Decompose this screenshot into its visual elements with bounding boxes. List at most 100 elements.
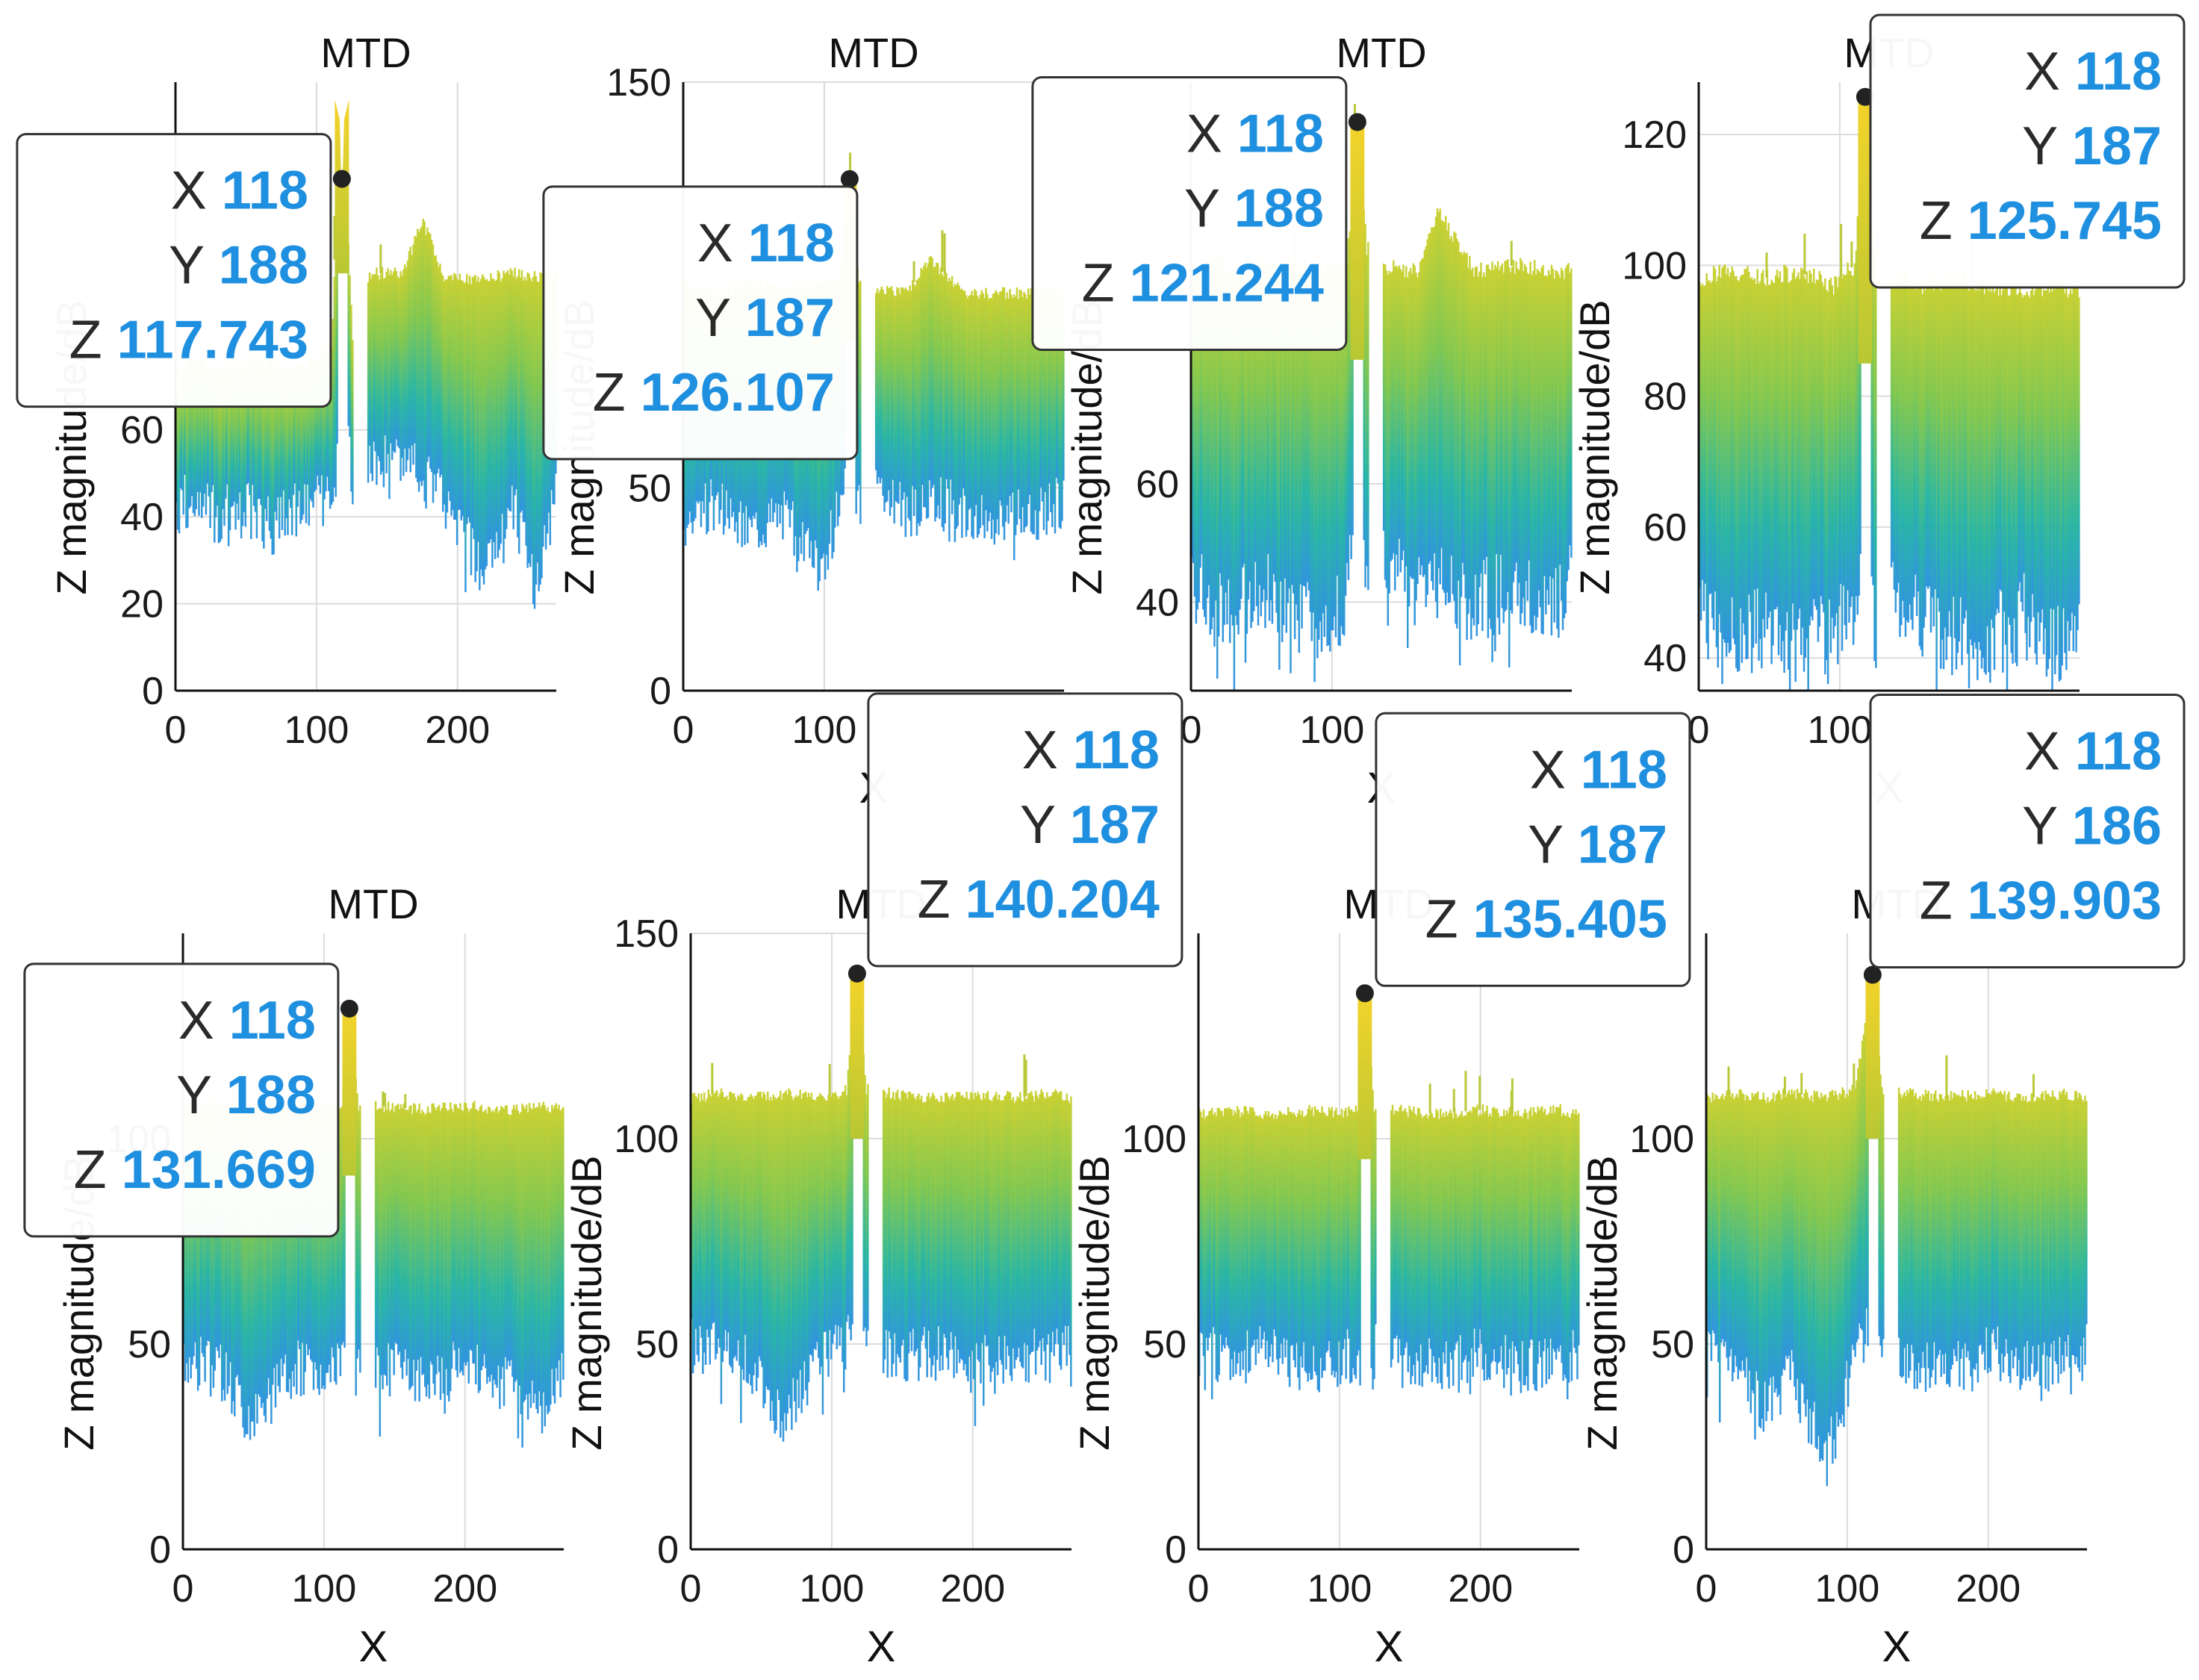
spectrum-bar bbox=[2002, 1095, 2005, 1373]
spectrum-bar bbox=[982, 293, 984, 526]
spectrum-bar bbox=[417, 228, 419, 482]
spectrum-bar bbox=[319, 355, 322, 494]
spectrum-bar bbox=[208, 363, 210, 497]
y-tick-label: 0 bbox=[650, 670, 671, 713]
spectrum-bar bbox=[2021, 297, 2024, 612]
panel-title: MTD bbox=[828, 29, 918, 76]
spectrum-bar bbox=[538, 1102, 541, 1392]
spectrum-bar bbox=[1408, 271, 1410, 607]
spectrum-bar bbox=[1488, 269, 1491, 619]
spectrum-bar bbox=[299, 364, 302, 524]
spectrum-bar bbox=[1559, 277, 1561, 565]
spectrum-bar bbox=[1833, 1095, 1835, 1440]
spectrum-bar bbox=[326, 1107, 329, 1373]
spectrum-bar bbox=[1564, 267, 1567, 614]
spectrum-bar bbox=[1961, 1089, 1964, 1349]
spectrum-bar bbox=[1508, 1107, 1511, 1349]
spectrum-bar bbox=[1410, 1110, 1412, 1384]
y-axis-label: Z magnitude/dB bbox=[1579, 1155, 1626, 1450]
spectrum-bar bbox=[998, 294, 1000, 535]
spectrum-bar bbox=[1269, 265, 1272, 601]
spectrum-bar bbox=[1763, 283, 1766, 638]
datatip-value: 186 bbox=[2072, 797, 2162, 856]
spectrum-bar bbox=[1329, 1110, 1332, 1357]
spectrum-bar bbox=[1018, 289, 1021, 519]
spectrum-bar bbox=[1299, 270, 1301, 585]
spectrum-bar bbox=[1484, 276, 1487, 575]
spectrum-bar bbox=[1903, 275, 1906, 617]
spectrum-bar bbox=[1464, 253, 1466, 599]
datatip-row: Y 188 bbox=[176, 1065, 316, 1125]
spectrum-bar bbox=[423, 1112, 425, 1375]
spectrum-bar bbox=[950, 281, 952, 480]
spectrum-bar bbox=[1966, 284, 1969, 654]
spectrum-bar bbox=[1953, 277, 1956, 638]
spectrum-bar bbox=[233, 371, 235, 502]
spectrum-bar bbox=[458, 1109, 460, 1348]
spectrum-bar bbox=[1045, 288, 1048, 535]
spectrum-bar bbox=[193, 359, 196, 517]
spectrum-bar bbox=[774, 1097, 776, 1434]
spectrum-bar bbox=[1480, 262, 1482, 573]
spectrum-bar bbox=[1037, 1098, 1040, 1348]
spectrum-bar bbox=[1548, 1113, 1550, 1380]
spectrum-bar bbox=[443, 281, 446, 505]
spectrum-bar bbox=[1779, 271, 1782, 626]
spectrum-bar bbox=[1937, 281, 1939, 599]
spectrum-bar bbox=[777, 1098, 779, 1390]
spectrum-bar bbox=[1344, 264, 1347, 596]
spectrum-bar bbox=[901, 1091, 903, 1346]
spectrum-bar bbox=[533, 271, 536, 609]
spectrum-bar bbox=[1058, 297, 1060, 528]
spectrum-bar bbox=[706, 1098, 709, 1330]
spectrum-bar bbox=[2073, 1100, 2075, 1356]
peak-marker bbox=[1355, 984, 1374, 1003]
spectrum-bar bbox=[724, 1097, 727, 1331]
spectrum-bar bbox=[989, 298, 992, 513]
spectrum-bar bbox=[1436, 208, 1439, 618]
spectrum-bar bbox=[264, 1113, 267, 1422]
spectrum-bar bbox=[1988, 1092, 1991, 1368]
spectrum-bar bbox=[1509, 272, 1512, 611]
spectrum-bar bbox=[2065, 287, 2068, 671]
spectrum-bar bbox=[2010, 282, 2012, 653]
spectrum-bar bbox=[1780, 281, 1783, 662]
spectrum-bar bbox=[1497, 1113, 1499, 1363]
datatip-box bbox=[867, 692, 1184, 968]
spectrum-bar bbox=[1278, 272, 1281, 670]
spectrum-bar bbox=[1847, 262, 1849, 591]
spectrum-bar bbox=[245, 1113, 247, 1434]
spectrum-bar bbox=[1850, 1091, 1853, 1366]
spectrum-bar bbox=[476, 281, 478, 571]
spectrum-bar bbox=[273, 1110, 276, 1369]
spectrum-bar bbox=[1390, 273, 1392, 561]
spectrum-bar bbox=[1762, 1092, 1765, 1432]
spectrum-bar bbox=[1802, 1098, 1804, 1385]
spectrum-bar bbox=[332, 319, 335, 503]
spectrum-bar bbox=[2047, 1093, 2050, 1392]
spectrum-bar bbox=[266, 1107, 268, 1399]
spectrum-bar bbox=[1761, 1098, 1764, 1419]
spectrum-bar bbox=[890, 286, 893, 508]
spectrum-bar bbox=[179, 370, 182, 488]
spectrum-bar bbox=[1859, 184, 1861, 554]
spectrum-bar bbox=[1847, 1096, 1850, 1407]
spectrum-bar bbox=[1776, 270, 1779, 607]
spectrum-bar bbox=[1800, 267, 1803, 656]
spectrum-bar bbox=[1896, 276, 1898, 593]
spectrum-bar bbox=[2070, 1100, 2072, 1395]
spectrum-bar bbox=[396, 1105, 398, 1344]
spectrum-bar bbox=[1730, 1096, 1732, 1349]
spectrum-bar bbox=[421, 1110, 423, 1375]
spectrum-bar bbox=[477, 1110, 480, 1393]
spectrum-bar bbox=[1978, 1095, 1981, 1346]
spectrum-bar bbox=[497, 270, 500, 559]
spectrum-bar bbox=[1245, 272, 1248, 634]
datatip-row: X 118 bbox=[178, 991, 316, 1051]
spectrum-bar bbox=[239, 369, 241, 493]
spectrum-bar bbox=[1838, 276, 1841, 606]
spectrum-bar bbox=[312, 1110, 315, 1390]
spectrum-bar bbox=[1473, 1107, 1475, 1329]
spectrum-bar bbox=[958, 1092, 961, 1363]
